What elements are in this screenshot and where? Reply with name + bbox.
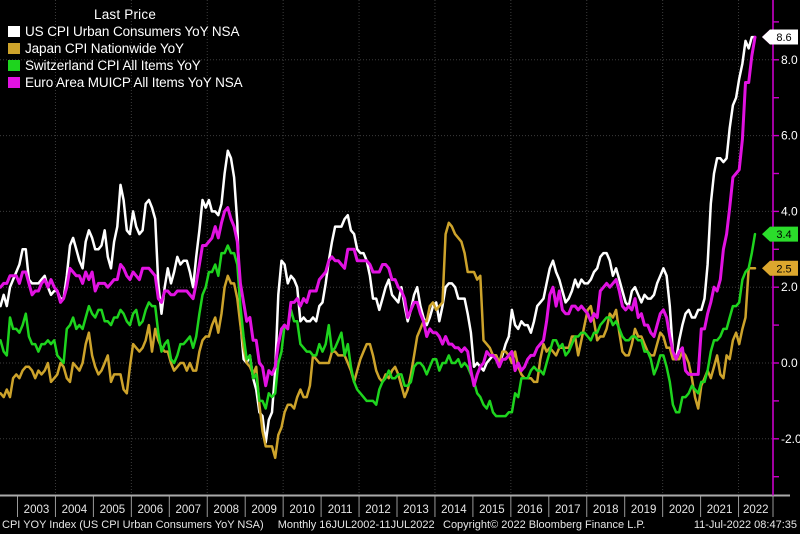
- euro-area-series-swatch-icon: [8, 77, 20, 88]
- y-axis-label: -2.0: [781, 432, 800, 446]
- legend-item-japan-cpi[interactable]: Japan CPI Nationwide YoY: [8, 40, 243, 57]
- last-price-badge: [762, 260, 798, 276]
- x-axis-year-label: 2009: [251, 504, 277, 516]
- legend-item-switzerland-cpi[interactable]: Switzerland CPI All Items YoY: [8, 57, 243, 74]
- last-price-badge-value: 8.6: [776, 32, 791, 44]
- x-axis-year-label: 2005: [100, 504, 126, 516]
- x-axis-year-label: 2015: [479, 504, 505, 516]
- x-axis-year-label: 2011: [328, 504, 353, 516]
- x-axis-year-label: 2016: [517, 504, 543, 516]
- legend-label-switzerland-cpi: Switzerland CPI All Items YoY: [25, 58, 201, 73]
- legend-title: Last Price: [94, 7, 157, 22]
- footer-timestamp: 11-Jul-2022 08:47:35: [693, 519, 797, 531]
- y-axis-label: 8.0: [781, 53, 798, 67]
- x-axis-year-label: 2021: [707, 504, 733, 516]
- x-axis-year-label: 2004: [62, 504, 88, 516]
- footer-index-text: CPI YOY Index (US CPI Urban Consumers Yo…: [2, 519, 264, 531]
- footer-copyright: Copyright© 2022 Bloomberg Finance L.P.: [443, 519, 646, 531]
- last-price-badge: [762, 29, 798, 45]
- x-axis: 2003 2004 2005 2006 2007 2008 2009 2010 2011 2012…: [0, 494, 790, 517]
- x-axis-year-label: 2020: [669, 504, 695, 516]
- last-price-badge: [762, 226, 798, 242]
- switzerland-series-swatch-icon: [8, 60, 20, 71]
- footer-bar: CPI YOY Index (US CPI Urban Consumers Yo…: [0, 518, 800, 534]
- x-axis-year-label: 2018: [593, 504, 619, 516]
- legend-item-us-cpi[interactable]: US CPI Urban Consumers YoY NSA: [8, 23, 243, 40]
- legend-label-us-cpi: US CPI Urban Consumers YoY NSA: [25, 24, 240, 39]
- x-axis-year-label: 2006: [138, 504, 164, 516]
- y-axis-label: 6.0: [781, 129, 798, 143]
- x-axis-year-label: 2014: [441, 504, 467, 516]
- last-price-badges: 8.68.63.42.5: [762, 29, 798, 276]
- x-axis-year-label: 2010: [289, 504, 315, 516]
- series-line-us-cpi-urban-consumers-yoy-nsa[interactable]: [0, 35, 757, 444]
- x-axis-year-label: 2003: [24, 504, 50, 516]
- series-line-switzerland-cpi-all-items-yoy[interactable]: [0, 232, 757, 418]
- y-axis: 8.0 6.0 4.0 2.0 0.0 -2.0: [772, 0, 800, 496]
- japan-series-swatch-icon: [8, 43, 20, 54]
- y-axis-label: 2.0: [781, 280, 798, 294]
- x-axis-year-label: 2022: [743, 504, 769, 516]
- x-axis-year-label: 2019: [631, 504, 657, 516]
- legend-label-japan-cpi: Japan CPI Nationwide YoY: [25, 41, 184, 56]
- x-axis-year-label: 2012: [365, 504, 391, 516]
- footer-left-text: CPI YOY Index (US CPI Urban Consumers Yo…: [2, 519, 435, 531]
- y-axis-label: 4.0: [781, 204, 798, 218]
- legend: Last Price US CPI Urban Consumers YoY NS…: [8, 6, 243, 91]
- footer-period-text: Monthly 16JUL2002-11JUL2022: [277, 519, 435, 531]
- last-price-badge-value: 3.4: [776, 229, 791, 241]
- legend-label-euro-area-cpi: Euro Area MUICP All Items YoY NSA: [25, 75, 243, 90]
- x-axis-year-label: 2013: [403, 504, 429, 516]
- legend-item-euro-area-cpi[interactable]: Euro Area MUICP All Items YoY NSA: [8, 74, 243, 91]
- series-line-japan-cpi-nationwide-yoy[interactable]: [0, 221, 757, 460]
- x-axis-year-label: 2008: [213, 504, 239, 516]
- series-line-euro-area-muicp-all-items-yoy-nsa[interactable]: [0, 35, 757, 388]
- x-axis-year-label: 2017: [555, 504, 581, 516]
- x-axis-year-label: 2007: [175, 504, 201, 516]
- y-axis-label: 0.0: [781, 356, 798, 370]
- series-lines: [0, 35, 757, 460]
- us-series-swatch-icon: [8, 26, 20, 37]
- last-price-badge-value: 2.5: [776, 263, 791, 275]
